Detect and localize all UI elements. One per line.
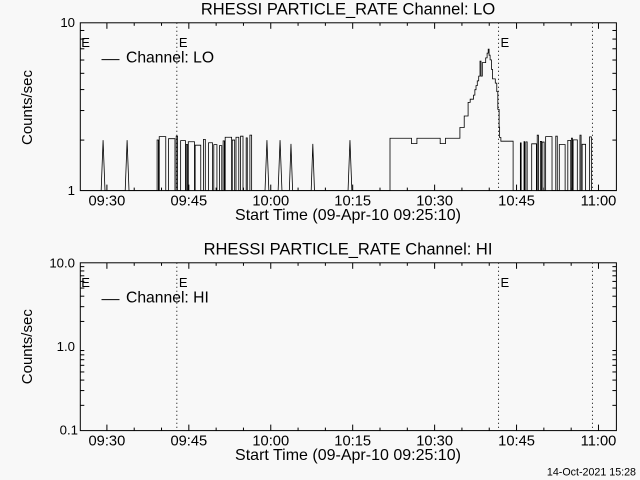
svg-text:10.0: 10.0 [49,256,75,271]
svg-text:10:45: 10:45 [498,434,535,450]
svg-text:0.1: 0.1 [60,423,78,438]
svg-text:RHESSI PARTICLE_RATE Channel:: RHESSI PARTICLE_RATE Channel: HI [204,241,493,259]
svg-text:10: 10 [60,15,75,30]
svg-text:Channel: HI: Channel: HI [126,290,209,307]
svg-text:RHESSI PARTICLE_RATE Channel:: RHESSI PARTICLE_RATE Channel: LO [201,1,496,19]
svg-text:1.0: 1.0 [57,339,75,354]
svg-text:Channel: LO: Channel: LO [126,50,214,67]
svg-text:09:30: 09:30 [89,434,126,450]
svg-text:10:45: 10:45 [498,194,535,210]
svg-text:Counts/sec: Counts/sec [19,309,36,385]
svg-text:11:00: 11:00 [581,194,617,210]
svg-text:E: E [501,35,510,50]
svg-text:E: E [81,35,90,50]
svg-text:14-Oct-2021 15:28: 14-Oct-2021 15:28 [547,467,636,479]
svg-text:11:00: 11:00 [581,434,617,450]
svg-text:E: E [501,275,510,290]
svg-text:E: E [179,35,188,50]
svg-text:09:45: 09:45 [170,434,207,450]
svg-text:Start Time (09-Apr-10 09:25:10: Start Time (09-Apr-10 09:25:10) [235,447,461,464]
svg-text:E: E [81,275,90,290]
svg-text:Counts/sec: Counts/sec [19,69,36,145]
svg-text:Start Time (09-Apr-10 09:25:10: Start Time (09-Apr-10 09:25:10) [235,207,461,224]
svg-text:E: E [179,275,188,290]
svg-text:09:45: 09:45 [170,194,207,210]
svg-text:09:30: 09:30 [89,194,126,210]
svg-text:1: 1 [68,183,75,198]
